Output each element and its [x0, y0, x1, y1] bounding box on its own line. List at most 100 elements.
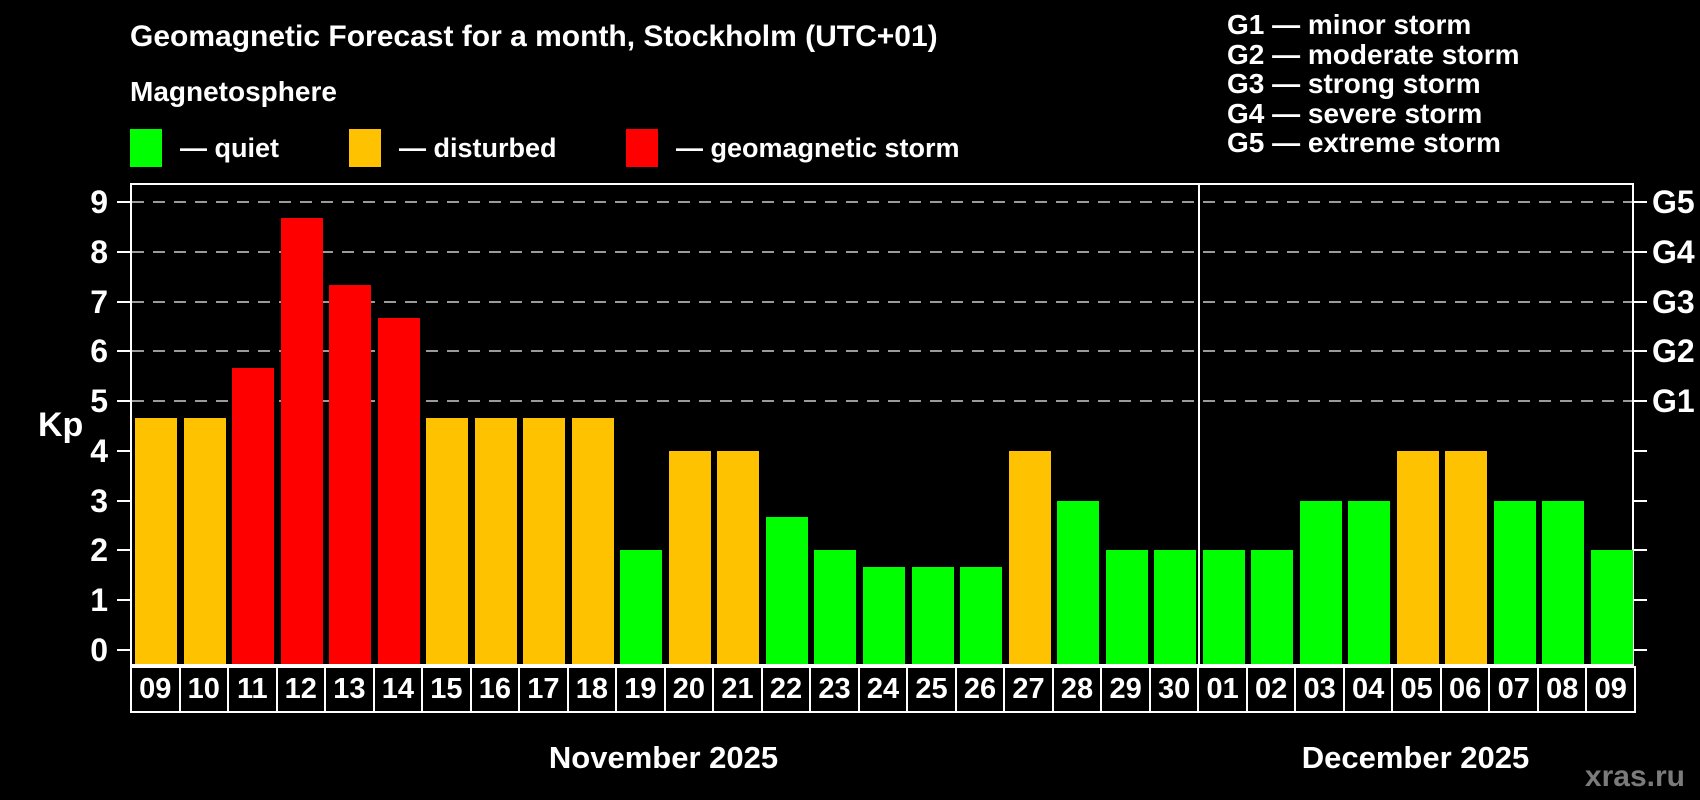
right-tick-kp2 [1634, 549, 1647, 552]
storm-color-swatch [626, 129, 658, 167]
date-cell: 09 [130, 666, 181, 713]
y-axis-title: Kp [38, 406, 84, 444]
legend-item-disturbed: — disturbed [349, 128, 557, 168]
date-cell: 06 [1439, 666, 1491, 713]
g-scale-label-g3: G3 [1652, 283, 1695, 320]
legend-item-quiet: — quiet [130, 128, 279, 168]
storm-scale-g4: G4 — severe storm [1227, 97, 1483, 129]
date-cell: 23 [809, 666, 860, 713]
legend-item-storm: — geomagnetic storm [626, 128, 960, 168]
date-cell: 19 [615, 666, 666, 713]
kp-bar-day-05 [1396, 450, 1439, 664]
date-cell: 02 [1245, 666, 1297, 713]
date-cell: 09 [1585, 666, 1636, 713]
kp-bar-day-28 [1057, 500, 1100, 664]
kp-bar-day-14 [377, 317, 420, 664]
right-tick-kp9 [1634, 200, 1647, 203]
y-tick-label-6: 6 [90, 333, 108, 370]
kp-bar-day-25 [911, 566, 954, 664]
month-label-december: December 2025 [1301, 740, 1530, 775]
left-tick-kp8 [117, 250, 130, 253]
storm-scale-g1: G1 — minor storm [1227, 9, 1472, 40]
legend-label-quiet: — quiet [180, 132, 279, 163]
kp-bar-day-03 [1299, 500, 1342, 664]
left-tick-kp4 [117, 449, 130, 452]
kp-bar-day-18 [571, 417, 614, 664]
y-tick-label-2: 2 [90, 532, 108, 569]
y-tick-label-3: 3 [90, 482, 108, 519]
kp-bar-day-27 [1008, 450, 1051, 664]
plot-area [130, 183, 1634, 666]
right-tick-kp5 [1634, 400, 1647, 403]
watermark: xras.ru [1584, 760, 1685, 793]
g-scale-label-g1: G1 [1652, 383, 1695, 420]
date-cell: 10 [178, 666, 230, 713]
kp-bar-day-21 [717, 450, 760, 664]
kp-bar-day-29 [1105, 550, 1148, 664]
date-cell: 14 [372, 666, 424, 713]
kp-bar-day-30 [1154, 550, 1197, 664]
kp-bar-day-22 [765, 517, 808, 664]
date-cell: 30 [1148, 666, 1200, 713]
storm-scale-g5: G5 — extreme storm [1227, 127, 1501, 159]
right-tick-kp7 [1634, 300, 1647, 303]
y-tick-label-5: 5 [90, 383, 108, 420]
g-scale-label-g5: G5 [1652, 183, 1695, 220]
y-tick-label-1: 1 [90, 582, 108, 619]
kp-bar-day-04 [1348, 500, 1391, 664]
right-tick-kp6 [1634, 350, 1647, 353]
date-cell: 08 [1536, 666, 1588, 713]
g-scale-label-g4: G4 [1652, 233, 1695, 270]
y-tick-label-7: 7 [90, 283, 108, 320]
kp-bar-day-08 [1542, 500, 1585, 664]
kp-bar-day-10 [183, 417, 226, 664]
month-separator-line [1198, 185, 1201, 664]
left-tick-kp3 [117, 499, 130, 502]
date-cell: 18 [566, 666, 618, 713]
date-cell: 15 [421, 666, 472, 713]
date-cell: 28 [1051, 666, 1103, 713]
chart-subtitle: Magnetosphere [130, 76, 337, 107]
left-tick-kp6 [117, 350, 130, 353]
storm-scale-g3: G3 — strong storm [1227, 68, 1481, 100]
kp-bar-day-24 [863, 566, 905, 664]
right-tick-kp4 [1634, 449, 1647, 452]
date-axis-row: 09 10 11 12 13 14 15 16 17 18 19 20 21 22 23 24 25 26 27 28… [130, 666, 1636, 713]
y-tick-label-0: 0 [90, 632, 108, 668]
left-tick-kp2 [117, 549, 130, 552]
gridline-kp9 [132, 200, 1632, 203]
gridline-kp6 [132, 350, 1632, 353]
left-tick-kp1 [117, 599, 130, 602]
gridline-kp5 [132, 400, 1632, 403]
date-cell: 22 [760, 666, 812, 713]
kp-bar-day-06 [1445, 450, 1488, 664]
kp-bar-day-12 [280, 218, 323, 664]
gridline-kp8 [132, 250, 1632, 253]
date-cell: 27 [1003, 666, 1054, 713]
left-tick-kp7 [117, 300, 130, 303]
kp-bar-day-07 [1493, 500, 1536, 664]
date-cell: 07 [1488, 666, 1539, 713]
kp-bar-day-11 [232, 367, 275, 664]
kp-bar-day-26 [960, 566, 1003, 664]
right-tick-kp3 [1634, 499, 1647, 502]
date-cell: 21 [712, 666, 763, 713]
date-cell: 04 [1342, 666, 1394, 713]
date-cell: 03 [1294, 666, 1345, 713]
date-cell: 20 [663, 666, 715, 713]
kp-bar-day-16 [474, 417, 517, 664]
date-cell: 05 [1391, 666, 1442, 713]
disturbed-color-swatch [349, 129, 381, 167]
left-tick-kp9 [117, 200, 130, 203]
kp-bar-day-19 [620, 550, 663, 664]
kp-bar-day-15 [426, 417, 469, 664]
date-cell: 01 [1197, 666, 1248, 713]
kp-bar-day-17 [523, 417, 566, 664]
kp-bar-day-02 [1251, 550, 1294, 664]
date-cell: 29 [1100, 666, 1151, 713]
kp-bar-day-01 [1202, 550, 1245, 664]
month-label-november: November 2025 [548, 740, 779, 775]
left-tick-kp0 [117, 649, 130, 651]
date-cell: 11 [227, 666, 278, 713]
g-scale-label-g2: G2 [1652, 333, 1695, 370]
